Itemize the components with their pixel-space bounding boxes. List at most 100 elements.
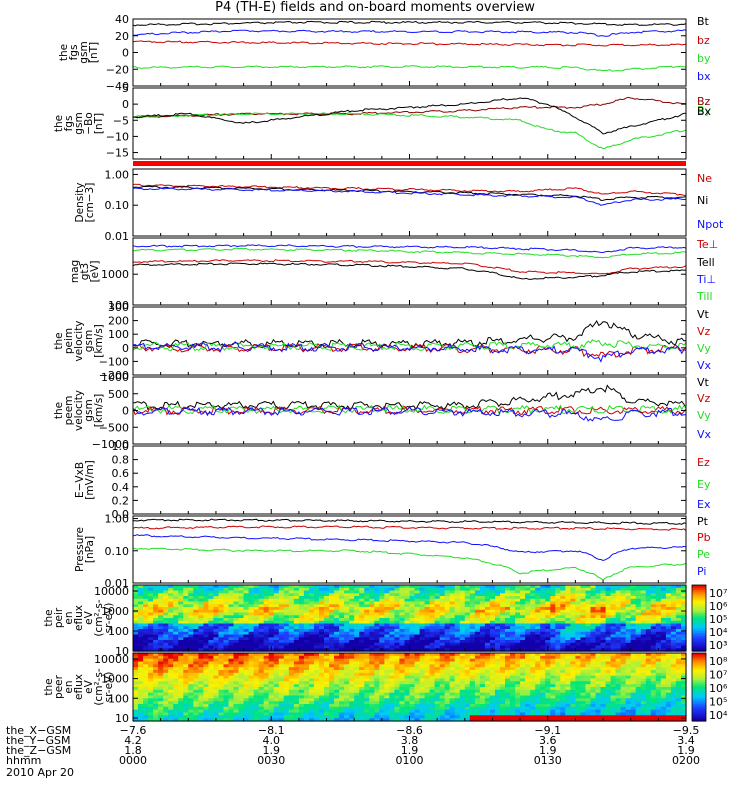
heatmap-cell	[339, 593, 345, 597]
heatmap-cell	[479, 642, 486, 647]
heatmap-cell	[178, 612, 184, 616]
heatmap-cell	[223, 706, 230, 711]
heatmap-cell	[449, 601, 456, 605]
heatmap-cell	[369, 709, 375, 714]
heatmap-cell	[515, 655, 521, 660]
heatmap-cell	[198, 670, 204, 674]
heatmap-cell	[580, 587, 586, 592]
heatmap-cell	[394, 623, 400, 627]
heatmap-cell	[510, 658, 516, 663]
heatmap-cell	[278, 609, 285, 614]
heatmap-cell	[510, 604, 516, 608]
heatmap-cell	[429, 698, 436, 702]
heatmap-cell	[665, 601, 672, 605]
heatmap-cell	[208, 593, 214, 597]
heatmap-cell	[434, 620, 441, 625]
heatmap-cell	[530, 645, 536, 649]
heatmap-cell	[540, 640, 546, 644]
series-line-Pt	[133, 518, 687, 525]
heatmap-cell	[354, 642, 360, 647]
heatmap-cell	[444, 598, 451, 603]
heatmap-cell	[283, 629, 290, 633]
heatmap-cell	[178, 664, 184, 668]
heatmap-cell	[248, 593, 255, 597]
heatmap-cell	[560, 601, 566, 605]
colorbar-step	[692, 604, 706, 608]
heatmap-cell	[319, 631, 325, 636]
heatmap-cell	[414, 681, 421, 685]
heatmap-cell	[645, 645, 652, 649]
heatmap-cell	[424, 664, 431, 668]
heatmap-cell	[314, 695, 320, 699]
heatmap-cell	[168, 698, 174, 702]
heatmap-cell	[298, 718, 305, 722]
heatmap-cell	[359, 718, 365, 722]
heatmap-cell	[464, 678, 471, 682]
heatmap-cell	[148, 718, 154, 722]
heatmap-cell	[575, 648, 581, 652]
heatmap-cell	[650, 623, 657, 627]
heatmap-cell	[309, 590, 315, 594]
heatmap-cell	[213, 640, 219, 644]
heatmap-cell	[665, 637, 672, 641]
heatmap-cell	[479, 596, 486, 600]
heatmap-cell	[208, 687, 214, 691]
heatmap-cell	[359, 684, 365, 688]
heatmap-cell	[681, 623, 687, 627]
heatmap-cell	[228, 709, 235, 714]
heatmap-cell	[138, 661, 144, 665]
heatmap-cell	[288, 718, 295, 722]
heatmap-cell	[495, 604, 501, 608]
heatmap-cell	[585, 618, 592, 622]
heatmap-cell	[183, 687, 189, 691]
heatmap-cell	[560, 615, 566, 619]
series-line-Bz	[133, 96, 687, 119]
panel-frame	[132, 306, 687, 376]
heatmap-cell	[319, 587, 325, 592]
heatmap-cell	[394, 678, 400, 682]
heatmap-cell	[444, 612, 451, 616]
heatmap-cell	[173, 590, 179, 594]
heatmap-cell	[283, 706, 290, 711]
colorbar-step	[692, 634, 706, 637]
heatmap-cell	[268, 612, 275, 616]
heatmap-cell	[474, 675, 481, 680]
heatmap-cell	[409, 675, 416, 680]
colorbar-step	[692, 613, 706, 616]
heatmap-cell	[193, 664, 199, 668]
heatmap-cell	[575, 612, 581, 616]
heatmap-cell	[389, 645, 395, 649]
heatmap-cell	[359, 709, 365, 714]
heatmap-cell	[148, 715, 154, 719]
heatmap-cell	[354, 672, 360, 677]
y-tick-label: 200	[108, 315, 129, 328]
heatmap-cell	[334, 695, 340, 699]
heatmap-cell	[248, 706, 255, 711]
heatmap-cell	[248, 658, 255, 663]
heatmap-cell	[495, 698, 501, 702]
heatmap-cell	[173, 637, 179, 641]
heatmap-cell	[464, 655, 471, 660]
heatmap-cell	[520, 648, 526, 652]
heatmap-cell	[384, 648, 390, 652]
heatmap-cell	[374, 631, 380, 636]
heatmap-cell	[650, 601, 657, 605]
heatmap-cell	[474, 640, 481, 644]
heatmap-cell	[334, 715, 340, 719]
heatmap-cell	[344, 653, 350, 657]
heatmap-cell	[188, 604, 194, 608]
heatmap-cell	[640, 620, 647, 625]
heatmap-cell	[243, 706, 250, 711]
heatmap-cell	[349, 712, 355, 716]
heatmap-cell	[153, 620, 159, 625]
heatmap-cell	[319, 634, 325, 638]
heatmap-cell	[293, 718, 300, 722]
colorbar-step	[692, 642, 706, 646]
heatmap-cell	[173, 593, 179, 597]
heatmap-cell	[278, 623, 285, 627]
heatmap-cell	[314, 609, 320, 614]
heatmap-cell	[515, 609, 521, 614]
heatmap-cell	[213, 653, 219, 657]
heatmap-cell	[193, 681, 199, 685]
heatmap-cell	[469, 607, 476, 611]
